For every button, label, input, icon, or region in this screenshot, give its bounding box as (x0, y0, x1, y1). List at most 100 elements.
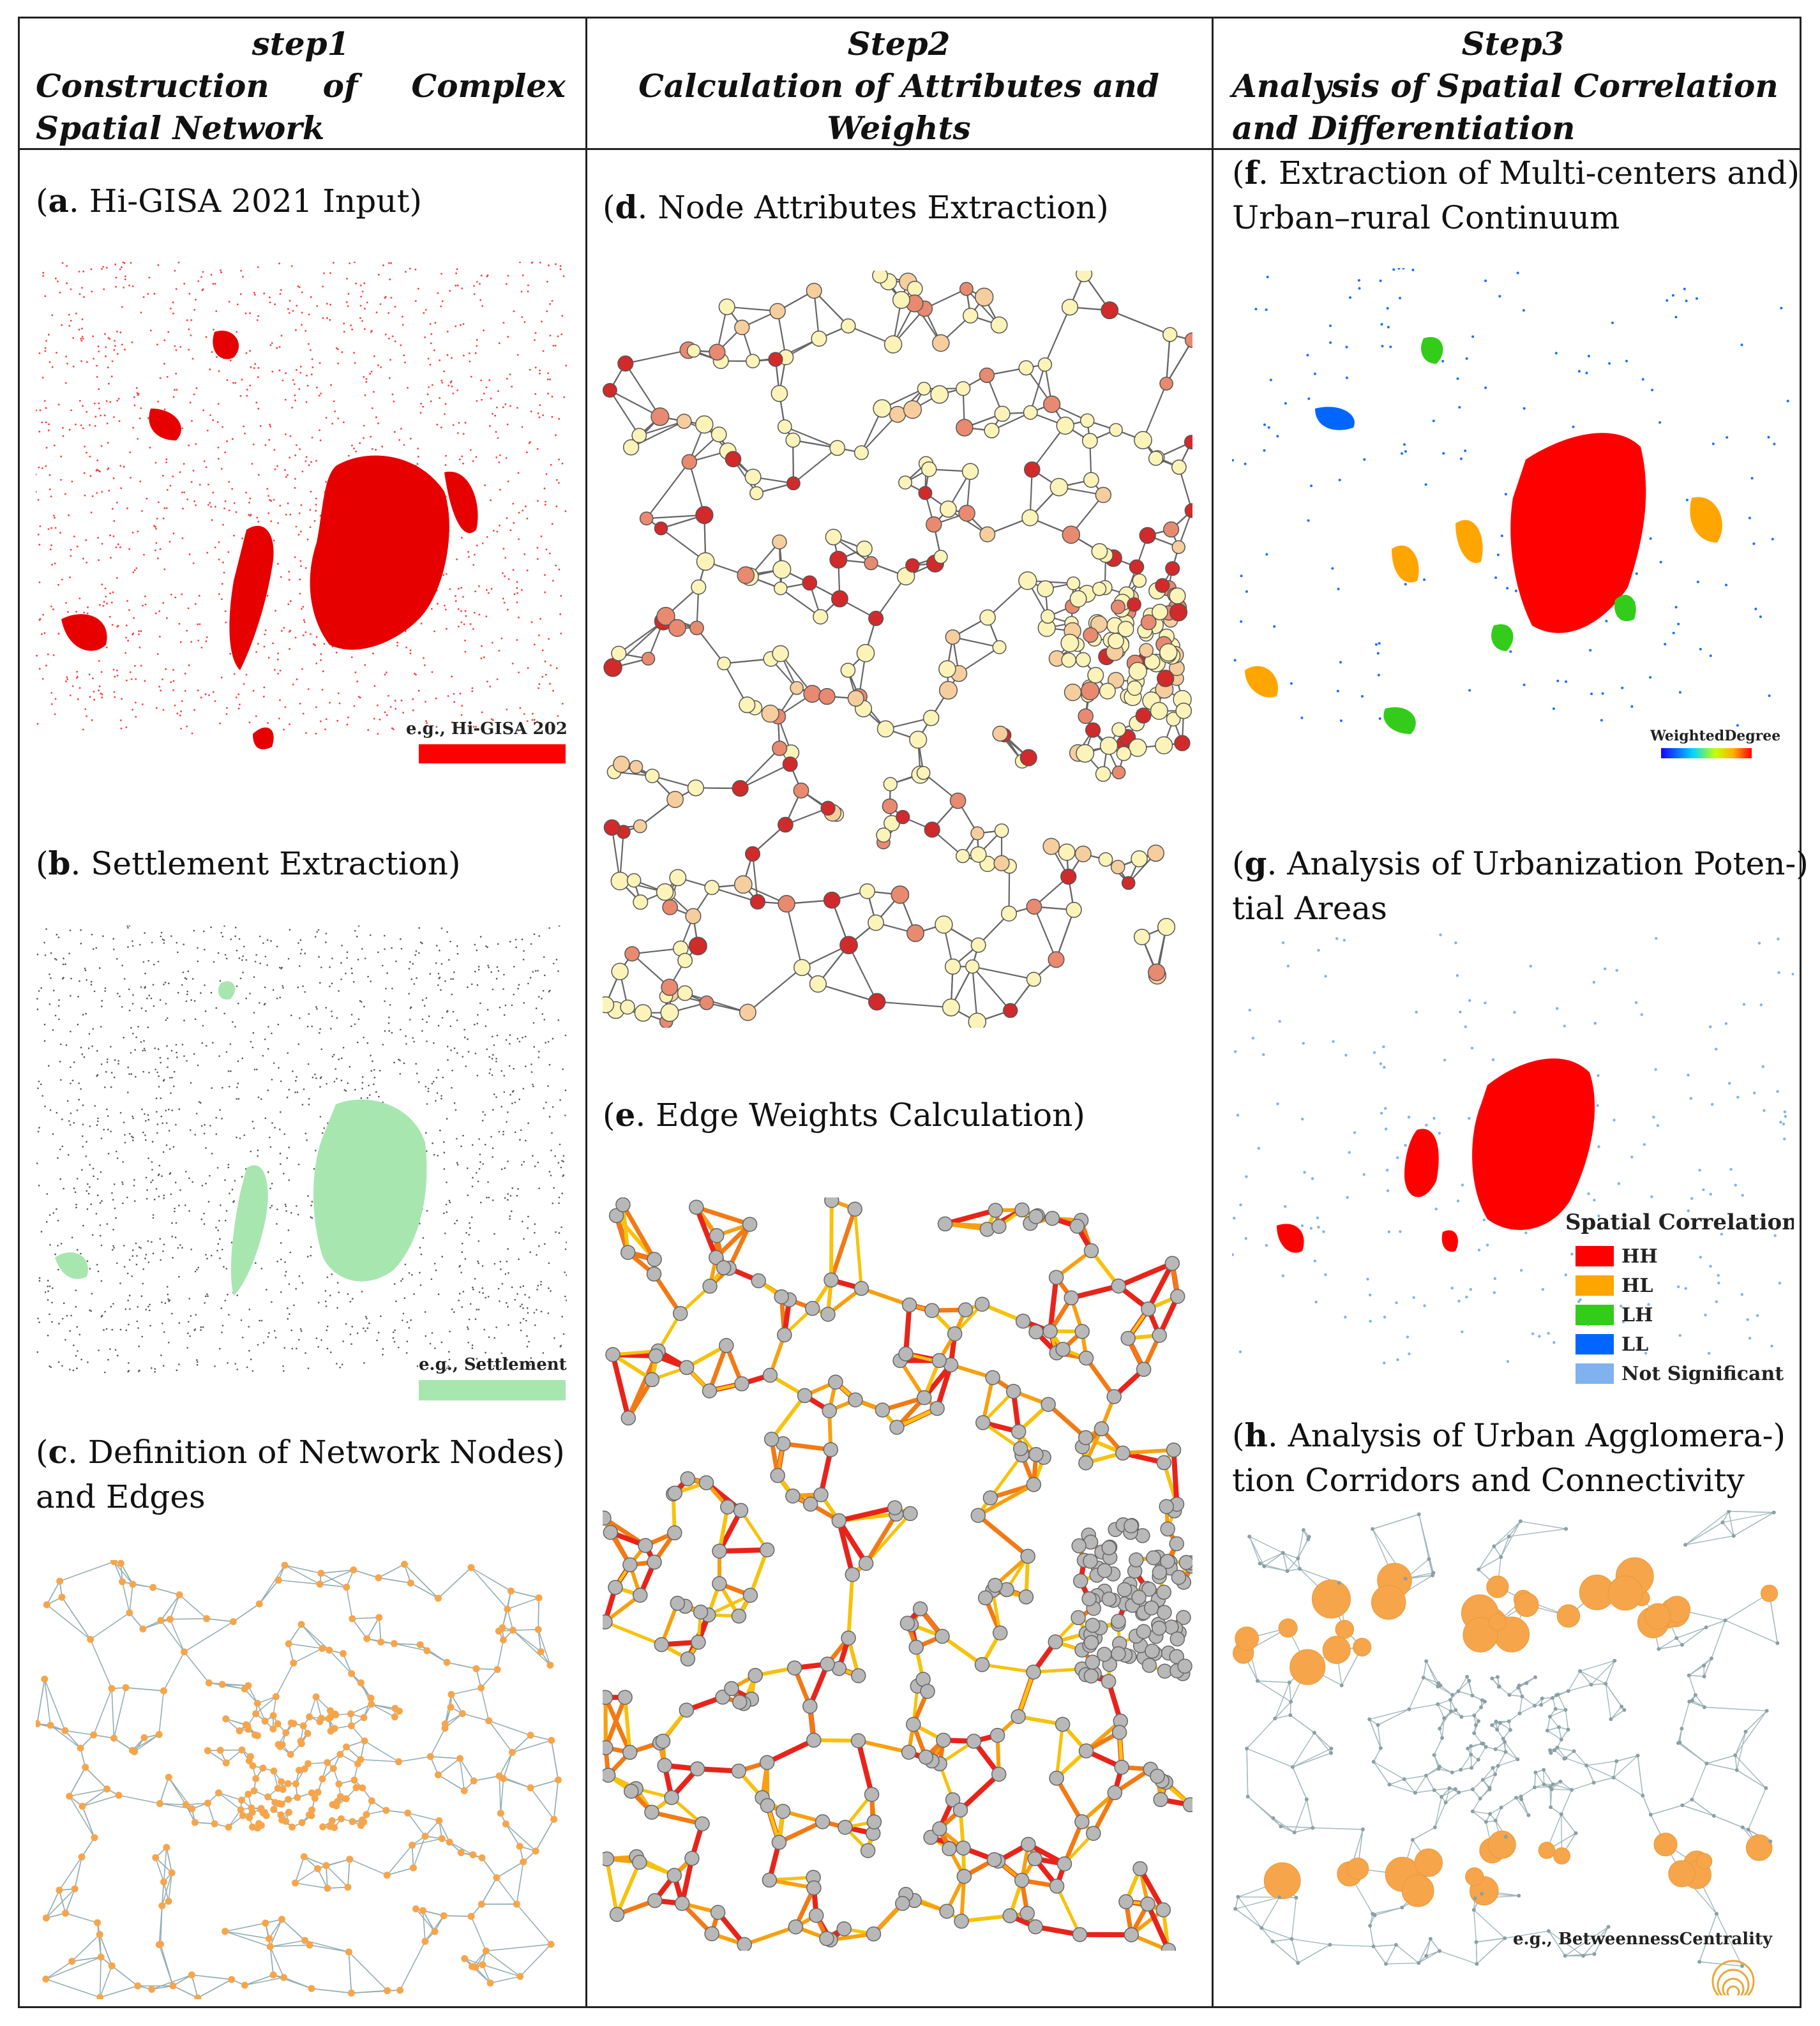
speck (276, 1208, 278, 1210)
speck (44, 347, 47, 349)
speck (498, 342, 500, 345)
speck (109, 534, 111, 537)
speck (192, 357, 194, 360)
speck (448, 959, 450, 961)
speck (433, 1263, 436, 1264)
speck (388, 337, 390, 340)
speck (209, 414, 211, 416)
speck (440, 305, 442, 308)
speck (77, 1350, 79, 1352)
speck (88, 673, 91, 675)
speck (140, 664, 142, 667)
speck (278, 262, 280, 265)
speck (101, 1005, 103, 1008)
speck (38, 1321, 40, 1323)
speck (409, 267, 411, 270)
speck (284, 469, 286, 471)
speck (359, 304, 362, 307)
speck (116, 1150, 117, 1153)
speck (267, 657, 270, 659)
speck (122, 1202, 124, 1204)
speck (122, 262, 124, 264)
speck (305, 631, 307, 633)
speck (227, 551, 230, 553)
speck (211, 519, 213, 522)
speck (478, 585, 480, 587)
speck (504, 575, 506, 578)
speck (45, 407, 47, 409)
speck (511, 1286, 513, 1289)
node (215, 1789, 222, 1797)
speck (43, 942, 45, 944)
speck (456, 558, 458, 560)
speck (158, 1196, 160, 1197)
speck (308, 1104, 310, 1106)
speck (504, 1273, 507, 1275)
step-label: step1 (252, 25, 350, 63)
speck (84, 969, 87, 972)
edge (311, 1988, 352, 1994)
node (287, 1719, 295, 1727)
speck (394, 1283, 396, 1285)
speck (343, 1089, 346, 1091)
speck (379, 1070, 381, 1072)
speck (484, 1114, 486, 1116)
speck (306, 1025, 309, 1028)
edge (352, 1617, 379, 1619)
speck (521, 426, 523, 428)
speck (527, 1227, 529, 1229)
speck (550, 664, 552, 666)
speck (543, 487, 546, 490)
edge (366, 1617, 380, 1639)
speck (366, 1097, 368, 1099)
node (457, 1849, 465, 1856)
speck (114, 340, 116, 342)
speck (113, 949, 115, 950)
edge (99, 1957, 102, 1998)
speck (175, 1123, 177, 1126)
edge (93, 1688, 112, 1736)
speck (467, 1326, 469, 1328)
speck (152, 1252, 154, 1254)
speck (168, 1130, 170, 1132)
speck (513, 593, 516, 596)
speck (474, 590, 476, 592)
speck (308, 313, 310, 315)
speck (287, 1317, 289, 1320)
edge (387, 1867, 414, 1876)
speck (474, 1318, 477, 1320)
speck (269, 1146, 272, 1148)
speck (177, 262, 180, 264)
edge (451, 1694, 463, 1714)
speck (539, 370, 541, 371)
speck (181, 427, 184, 430)
speck (534, 1223, 536, 1225)
speck (78, 1099, 80, 1100)
speck (500, 1168, 503, 1170)
speck (144, 1113, 146, 1115)
speck (295, 1287, 297, 1290)
speck (555, 959, 558, 961)
speck (431, 1332, 433, 1334)
speck (101, 1000, 103, 1002)
node (440, 1912, 447, 1919)
speck (463, 354, 465, 357)
speck (478, 1262, 479, 1264)
speck (294, 399, 296, 401)
speck (89, 1164, 91, 1166)
speck (79, 980, 80, 982)
speck (478, 968, 480, 971)
speck (70, 1083, 71, 1084)
node (262, 1919, 269, 1927)
speck (527, 1215, 529, 1218)
speck (123, 1245, 125, 1247)
speck (349, 1065, 351, 1068)
speck (165, 1019, 167, 1021)
speck (359, 1000, 361, 1002)
speck (209, 368, 211, 371)
speck (250, 1040, 252, 1043)
speck (547, 372, 550, 375)
speck (436, 945, 438, 947)
speck (507, 336, 509, 338)
speck (380, 366, 382, 368)
